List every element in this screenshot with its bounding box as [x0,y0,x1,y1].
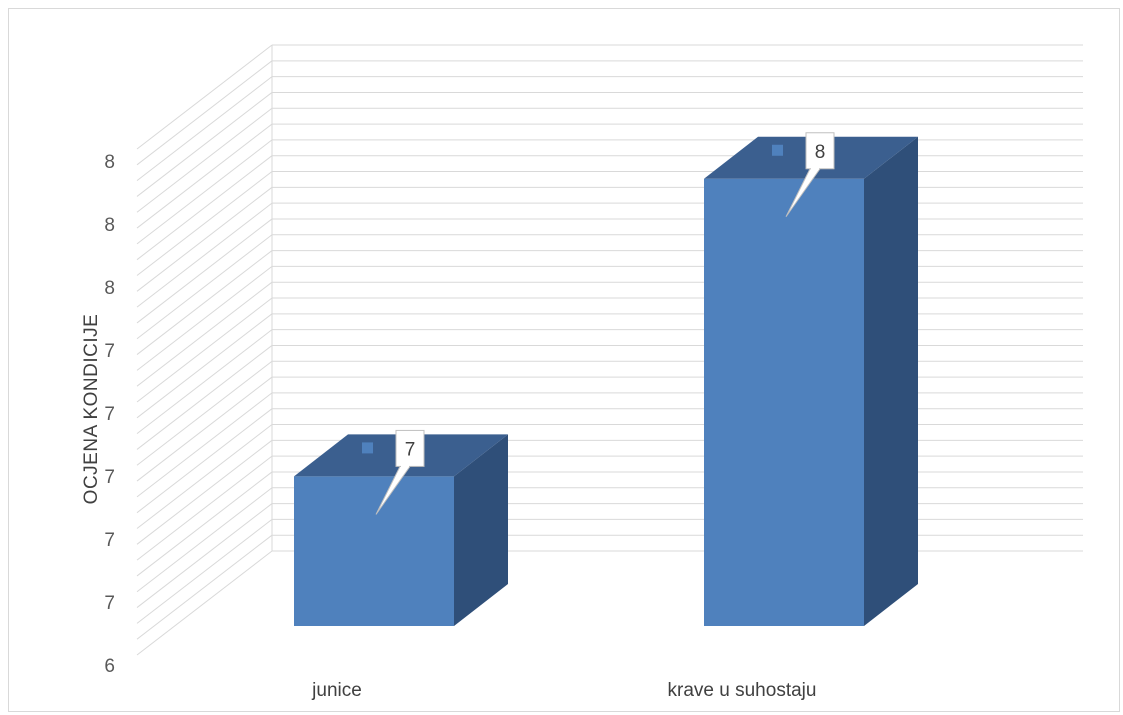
data-labels-group: 78 [362,132,835,515]
side-gridline [136,471,273,577]
side-gridline [136,313,273,419]
bar-side-face [864,136,918,626]
data-label-text: 8 [815,142,826,163]
data-label-1: 7 [362,429,425,515]
side-gridline [136,265,273,371]
data-label-marker [362,442,373,454]
bar-front-face [704,178,864,626]
side-gridline [136,281,273,387]
data-label-marker [772,144,783,156]
side-gridline [136,123,273,229]
y-tick-label: 6 [104,656,115,677]
data-label-2: 8 [772,132,835,218]
side-gridline [136,202,273,308]
side-gridline [136,60,273,166]
x-axis-categories: junice krave u suhostaju [311,680,816,701]
y-tick-label: 7 [104,341,115,362]
x-category-label: junice [311,680,362,701]
side-gridline [136,424,273,529]
side-gridline [136,345,273,450]
side-gridline [136,234,273,340]
side-gridline [136,376,273,482]
side-gridline [136,218,273,324]
y-axis-ticks: 6 7 7 7 7 7 8 8 8 [104,152,115,677]
side-gridline [136,250,273,355]
bar-front-face [294,476,454,626]
y-tick-label: 7 [104,404,115,425]
side-gridline [136,455,273,561]
side-gridline [136,92,273,197]
side-gridline [136,171,273,276]
side-gridline [136,518,273,624]
y-tick-label: 7 [104,530,115,551]
side-gridline [136,155,273,261]
side-gridline [136,107,273,213]
side-gridline [136,392,273,498]
bar-side-face [454,434,508,626]
side-gridline [136,534,273,640]
side-gridline [136,408,273,514]
y-tick-label: 8 [104,278,115,299]
side-gridline [136,487,273,593]
y-tick-label: 8 [104,215,115,236]
side-gridline [136,550,273,656]
side-gridline [136,360,273,466]
side-gridline [136,297,273,403]
y-tick-label: 7 [104,467,115,488]
side-gridline [136,44,273,150]
bars-group [294,136,918,626]
data-label-box [805,132,835,170]
y-tick-label: 8 [104,152,115,173]
side-gridline [136,329,273,435]
x-category-label: krave u suhostaju [668,680,817,701]
data-label-text: 7 [405,439,416,460]
side-gridline [136,76,273,182]
y-tick-label: 7 [104,593,115,614]
side-gridline [136,439,273,545]
bar-2 [704,136,918,626]
y-axis-title: OCJENA KONDICIJE [81,314,102,505]
side-gridline [136,186,273,292]
data-label-box [395,429,425,467]
side-gridline [136,503,273,608]
side-gridline [136,139,273,245]
chart-walls [136,44,1083,656]
